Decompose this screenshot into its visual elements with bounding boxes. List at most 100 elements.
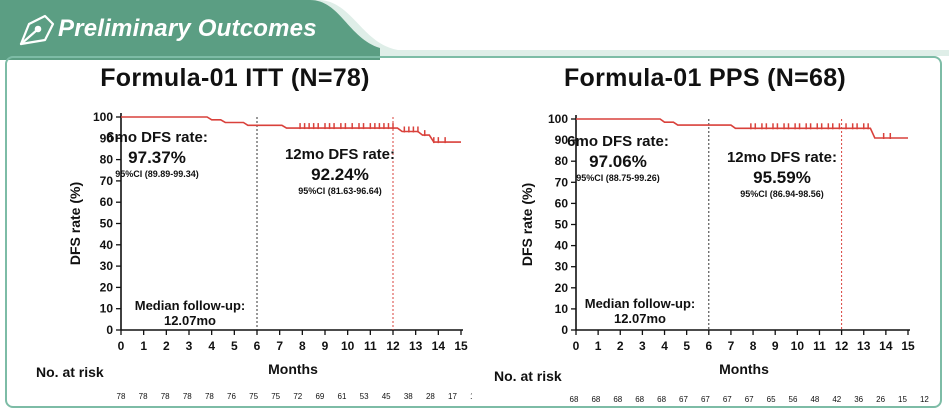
at-risk-count: 78 bbox=[139, 392, 148, 401]
at-risk-count: 28 bbox=[426, 392, 435, 401]
x-tick-label: 10 bbox=[341, 339, 355, 353]
x-tick-label: 3 bbox=[186, 339, 193, 353]
at-risk-count: 67 bbox=[723, 395, 732, 404]
x-tick-label: 8 bbox=[750, 339, 757, 353]
x-tick-label: 7 bbox=[276, 339, 283, 353]
pen-icon bbox=[19, 14, 55, 46]
x-tick-label: 6 bbox=[705, 339, 712, 353]
x-axis-title: Months bbox=[719, 361, 769, 377]
x-tick-label: 11 bbox=[364, 339, 377, 353]
at-risk-count: 78 bbox=[161, 392, 170, 401]
banner-title: Preliminary Outcomes bbox=[58, 15, 317, 42]
y-tick-label: 90 bbox=[555, 133, 569, 147]
risk-table-title-itt: No. at risk bbox=[36, 364, 104, 380]
y-tick-label: 0 bbox=[106, 323, 113, 337]
median-followup-value: 12.07mo bbox=[614, 311, 666, 326]
y-tick-label: 50 bbox=[100, 217, 114, 231]
y-tick-label: 30 bbox=[100, 259, 114, 273]
chart-title-pps: Formula-01 PPS (N=68) bbox=[563, 64, 847, 92]
x-tick-label: 8 bbox=[299, 339, 306, 353]
at-risk-count: 78 bbox=[205, 392, 214, 401]
at-risk-count: 17 bbox=[448, 392, 457, 401]
itt-panel: Formula-01 ITT (N=78) 0 10 20 30 40 50 60 70 80 9… bbox=[0, 62, 472, 412]
median-followup-label: Median follow-up: bbox=[135, 298, 245, 313]
at-risk-count: 36 bbox=[854, 395, 863, 404]
twelve-month-dfs-label: 12mo DFS rate: bbox=[727, 149, 837, 166]
y-tick-label: 30 bbox=[555, 260, 569, 274]
y-axis-title: DFS rate (%) bbox=[67, 182, 83, 265]
chart-title-itt: Formula-01 ITT (N=78) bbox=[100, 64, 370, 92]
x-tick-label: 0 bbox=[118, 339, 125, 353]
at-risk-count: 61 bbox=[338, 392, 347, 401]
at-risk-count: 76 bbox=[227, 392, 236, 401]
y-tick-label: 70 bbox=[555, 175, 569, 189]
at-risk-count: 68 bbox=[570, 395, 579, 404]
x-tick-label: 1 bbox=[140, 339, 147, 353]
at-risk-count: 67 bbox=[701, 395, 710, 404]
x-tick-label: 9 bbox=[322, 339, 329, 353]
at-risk-count: 15 bbox=[898, 395, 907, 404]
km-curve-pps bbox=[576, 118, 908, 139]
six-month-dfs-ci: 95%CI (88.75-99.26) bbox=[576, 173, 660, 183]
x-tick-label: 1 bbox=[595, 339, 602, 353]
six-month-dfs-label: 6mo DFS rate: bbox=[567, 133, 669, 150]
x-tick-label: 2 bbox=[617, 339, 624, 353]
y-tick-label: 60 bbox=[555, 196, 569, 210]
at-risk-count: 72 bbox=[293, 392, 302, 401]
y-tick-label: 10 bbox=[100, 302, 114, 316]
y-tick-label: 20 bbox=[100, 280, 114, 294]
y-tick-label: 0 bbox=[561, 323, 568, 337]
x-tick-label: 4 bbox=[661, 339, 668, 353]
at-risk-count: 12 bbox=[470, 392, 472, 401]
section-banner bbox=[0, 0, 949, 60]
y-tick-label: 50 bbox=[555, 218, 569, 232]
twelve-month-dfs-ci: 95%CI (86.94-98.56) bbox=[740, 189, 824, 199]
x-tick-label: 9 bbox=[772, 339, 779, 353]
banner-shape bbox=[0, 0, 380, 60]
y-tick-label: 100 bbox=[548, 112, 568, 126]
six-month-dfs-label: 6mo DFS rate: bbox=[106, 129, 208, 146]
y-tick-label: 20 bbox=[555, 281, 569, 295]
at-risk-count: 78 bbox=[183, 392, 192, 401]
at-risk-count: 26 bbox=[876, 395, 885, 404]
km-curve-itt bbox=[121, 116, 461, 143]
x-tick-label: 13 bbox=[409, 339, 423, 353]
risk-table-title-pps: No. at risk bbox=[494, 368, 562, 384]
y-tick-label: 40 bbox=[100, 238, 114, 252]
y-axis-title: DFS rate (%) bbox=[519, 183, 535, 266]
x-tick-label: 15 bbox=[454, 339, 468, 353]
at-risk-count: 65 bbox=[767, 395, 776, 404]
x-tick-label: 11 bbox=[813, 339, 826, 353]
x-tick-label: 5 bbox=[683, 339, 690, 353]
y-tick-label: 10 bbox=[555, 302, 569, 316]
y-tick-label: 40 bbox=[555, 239, 569, 253]
at-risk-count: 68 bbox=[657, 395, 666, 404]
x-tick-label: 4 bbox=[208, 339, 215, 353]
at-risk-count: 78 bbox=[117, 392, 126, 401]
at-risk-count: 45 bbox=[382, 392, 391, 401]
x-tick-label: 14 bbox=[432, 339, 446, 353]
twelve-month-dfs-value: 95.59% bbox=[753, 168, 811, 187]
y-tick-label: 90 bbox=[100, 131, 114, 145]
six-month-dfs-ci: 95%CI (89.89-99.34) bbox=[115, 169, 199, 179]
at-risk-count: 75 bbox=[271, 392, 280, 401]
twelve-month-dfs-value: 92.24% bbox=[311, 165, 369, 184]
y-tick-label: 100 bbox=[93, 110, 113, 124]
x-tick-label: 0 bbox=[573, 339, 580, 353]
at-risk-count: 69 bbox=[315, 392, 324, 401]
at-risk-count: 68 bbox=[591, 395, 600, 404]
six-month-dfs-value: 97.06% bbox=[589, 152, 647, 171]
x-tick-label: 13 bbox=[857, 339, 871, 353]
content-frame bbox=[5, 56, 942, 408]
y-tick-label: 60 bbox=[100, 195, 114, 209]
at-risk-count: 42 bbox=[832, 395, 841, 404]
x-tick-label: 6 bbox=[254, 339, 261, 353]
x-tick-label: 7 bbox=[728, 339, 735, 353]
at-risk-count: 53 bbox=[360, 392, 369, 401]
median-followup-value: 12.07mo bbox=[164, 313, 216, 328]
x-tick-label: 5 bbox=[231, 339, 238, 353]
x-tick-label: 10 bbox=[791, 339, 805, 353]
six-month-dfs-value: 97.37% bbox=[128, 148, 186, 167]
median-followup-label: Median follow-up: bbox=[585, 296, 695, 311]
x-tick-label: 2 bbox=[163, 339, 170, 353]
